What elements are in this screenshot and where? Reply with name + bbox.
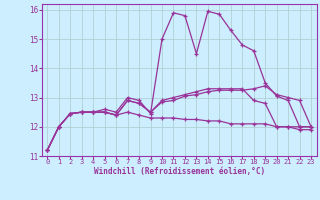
X-axis label: Windchill (Refroidissement éolien,°C): Windchill (Refroidissement éolien,°C) — [94, 167, 265, 176]
